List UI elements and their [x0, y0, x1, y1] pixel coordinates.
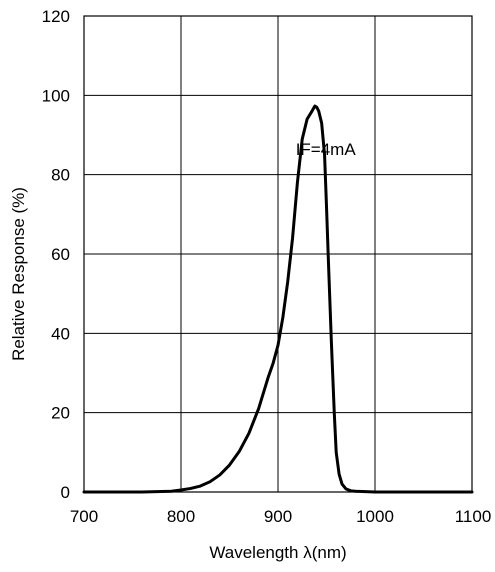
- y-axis: 0 20 40 60 80 100 120: [42, 7, 70, 502]
- y-axis-label: Relative Response (%): [9, 187, 28, 361]
- y-tick-label: 60: [51, 245, 70, 264]
- x-tick-label: 900: [264, 507, 292, 526]
- x-tick-label: 1100: [455, 507, 492, 526]
- y-tick-label: 40: [51, 324, 70, 343]
- x-axis: 700 800 900 1000 1100: [70, 507, 491, 526]
- y-tick-label: 120: [42, 7, 70, 26]
- x-axis-label: Wavelength λ(nm): [209, 543, 346, 562]
- x-tick-label: 1000: [356, 507, 394, 526]
- y-tick-label: 20: [51, 404, 70, 423]
- series-line: [82, 104, 474, 494]
- grid: [83, 15, 473, 493]
- x-tick-label: 700: [70, 507, 98, 526]
- y-tick-label: 100: [42, 86, 70, 105]
- annotation-label: IF=4mA: [296, 140, 357, 159]
- plot-area: [83, 15, 473, 493]
- y-tick-label: 0: [61, 483, 70, 502]
- y-tick-label: 80: [51, 166, 70, 185]
- x-tick-label: 800: [167, 507, 195, 526]
